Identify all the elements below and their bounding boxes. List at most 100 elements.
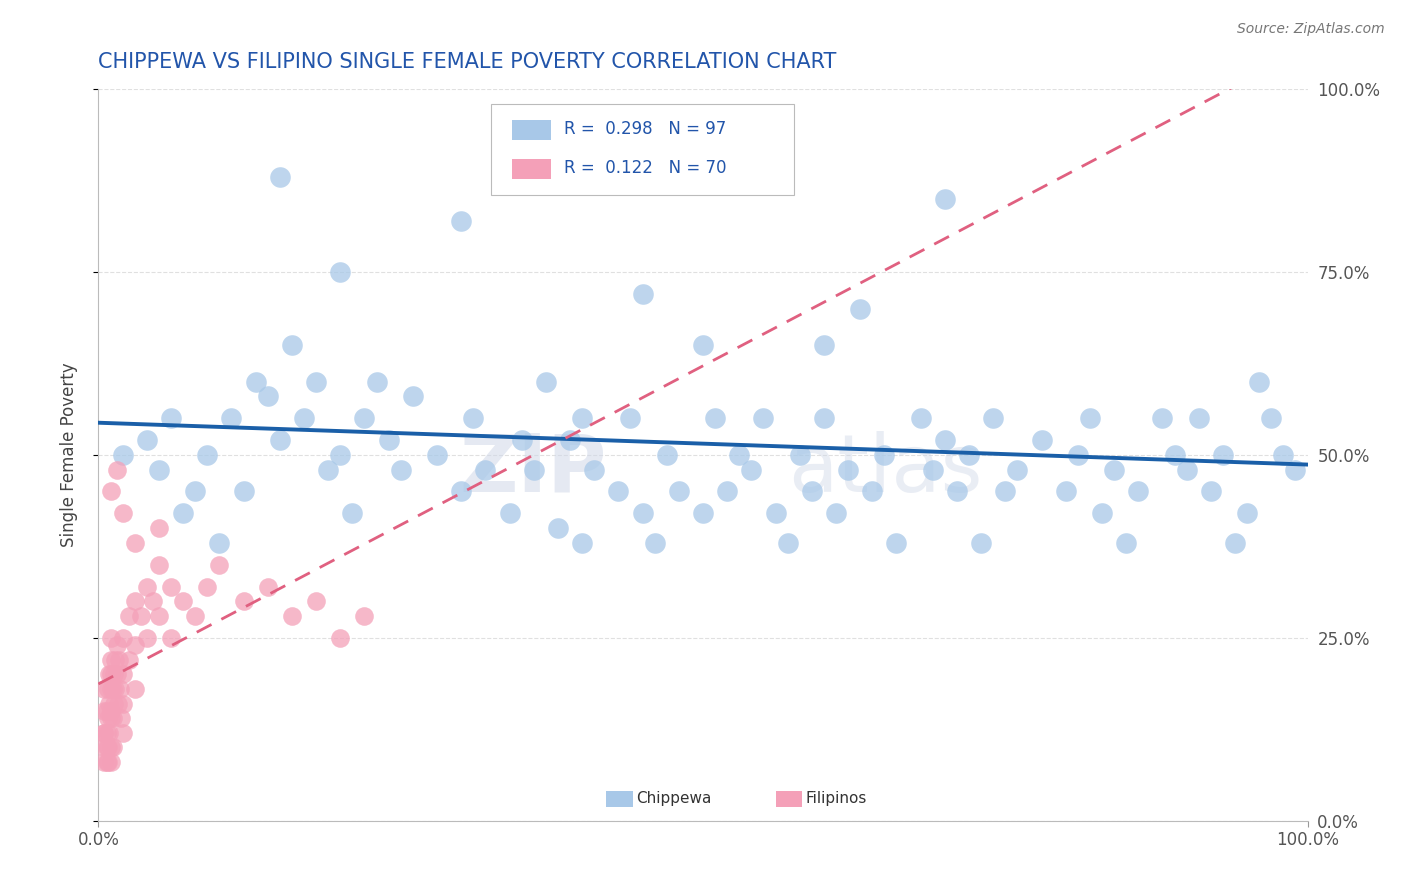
Point — [1236, 507, 1258, 521]
Point — [108, 681, 131, 696]
Point — [93, 704, 115, 718]
Point — [97, 755, 120, 769]
Point — [740, 462, 762, 476]
Point — [135, 631, 157, 645]
Point — [221, 411, 243, 425]
Point — [813, 411, 835, 425]
Point — [728, 448, 751, 462]
FancyBboxPatch shape — [606, 791, 633, 807]
Text: Source: ZipAtlas.com: Source: ZipAtlas.com — [1237, 22, 1385, 37]
Point — [970, 535, 993, 549]
Point — [135, 434, 157, 448]
Point — [269, 169, 291, 184]
Point — [1054, 484, 1077, 499]
Point — [98, 697, 121, 711]
Point — [110, 711, 132, 725]
Point — [135, 580, 157, 594]
Point — [172, 507, 194, 521]
Point — [1091, 507, 1114, 521]
Point — [256, 580, 278, 594]
Point — [934, 192, 956, 206]
Point — [873, 448, 896, 462]
Point — [281, 338, 304, 352]
Point — [124, 638, 146, 652]
Point — [1152, 411, 1174, 425]
Point — [1128, 484, 1150, 499]
Point — [105, 667, 128, 681]
Point — [692, 338, 714, 352]
Point — [195, 580, 218, 594]
Point — [510, 434, 533, 448]
Point — [100, 704, 122, 718]
Point — [1284, 462, 1306, 476]
Point — [921, 462, 943, 476]
Text: CHIPPEWA VS FILIPINO SINGLE FEMALE POVERTY CORRELATION CHART: CHIPPEWA VS FILIPINO SINGLE FEMALE POVER… — [98, 53, 837, 72]
Point — [184, 484, 207, 499]
Text: R =  0.298   N = 97: R = 0.298 N = 97 — [564, 120, 725, 138]
Point — [329, 631, 352, 645]
Point — [1249, 375, 1271, 389]
Point — [547, 521, 569, 535]
Point — [353, 411, 375, 425]
Point — [111, 507, 134, 521]
Point — [1175, 462, 1198, 476]
Point — [208, 535, 231, 549]
Point — [100, 755, 122, 769]
Point — [463, 411, 485, 425]
Point — [353, 608, 375, 623]
Point — [1199, 484, 1222, 499]
Point — [269, 434, 291, 448]
Point — [752, 141, 775, 155]
Text: ZIP: ZIP — [458, 431, 606, 508]
Point — [474, 462, 496, 476]
Point — [101, 711, 124, 725]
Point — [1115, 535, 1137, 549]
Point — [184, 608, 207, 623]
Point — [329, 448, 352, 462]
Point — [329, 265, 352, 279]
Y-axis label: Single Female Poverty: Single Female Poverty — [59, 363, 77, 547]
Point — [704, 411, 727, 425]
Point — [342, 507, 364, 521]
Point — [1188, 411, 1211, 425]
Point — [607, 484, 630, 499]
Point — [118, 653, 141, 667]
Point — [910, 411, 932, 425]
Point — [534, 375, 557, 389]
Point — [96, 726, 118, 740]
Point — [1067, 448, 1090, 462]
Point — [631, 287, 654, 301]
Point — [195, 448, 218, 462]
Point — [644, 535, 666, 549]
Point — [716, 484, 738, 499]
Point — [305, 594, 328, 608]
Point — [316, 462, 339, 476]
Point — [111, 667, 134, 681]
Point — [860, 484, 883, 499]
Point — [100, 667, 122, 681]
Point — [655, 448, 678, 462]
Point — [837, 462, 859, 476]
Point — [104, 653, 127, 667]
Point — [124, 535, 146, 549]
Point — [232, 594, 254, 608]
Point — [1163, 448, 1185, 462]
Point — [93, 681, 115, 696]
Point — [111, 631, 134, 645]
Point — [100, 484, 122, 499]
Point — [450, 214, 472, 228]
Point — [148, 558, 170, 572]
Point — [402, 389, 425, 403]
Point — [450, 484, 472, 499]
Text: Filipinos: Filipinos — [806, 791, 868, 806]
Point — [366, 375, 388, 389]
Point — [100, 711, 122, 725]
Point — [981, 411, 1004, 425]
Point — [96, 740, 118, 755]
Point — [103, 667, 125, 681]
FancyBboxPatch shape — [512, 120, 551, 140]
Text: atlas: atlas — [787, 431, 981, 508]
Point — [104, 681, 127, 696]
Point — [107, 697, 129, 711]
Point — [96, 704, 118, 718]
